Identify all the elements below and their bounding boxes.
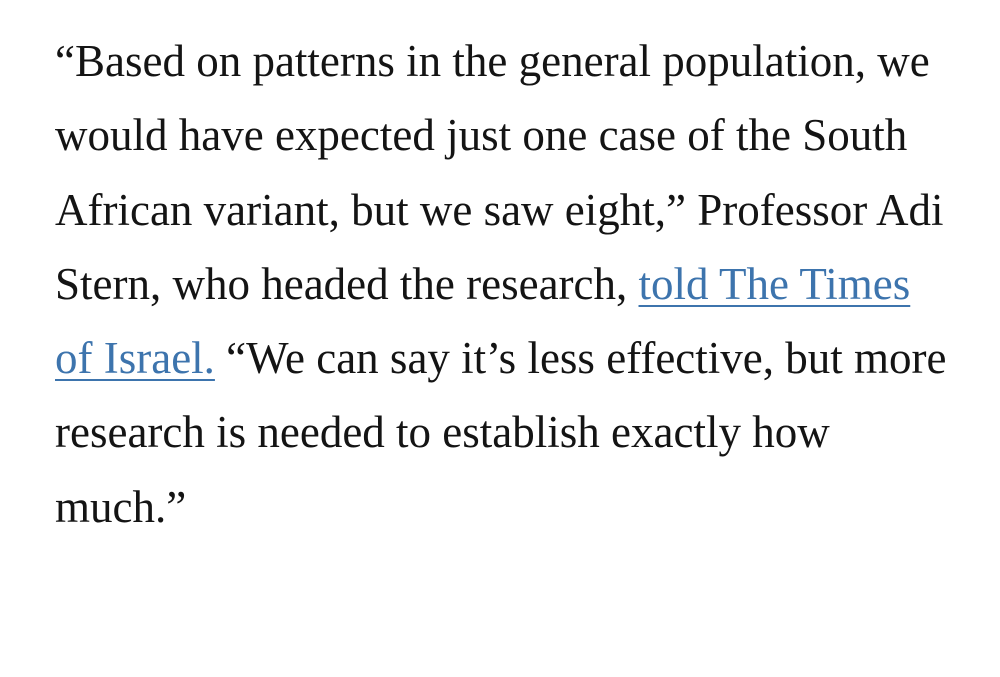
article-link[interactable]: told The Times of Israel. (55, 258, 911, 384)
article-paragraph: “Based on patterns in the general popula… (55, 24, 955, 544)
paragraph-text: “We can say it’s less effective, but mor… (55, 333, 947, 532)
paragraph-text: “Based on patterns in the general popula… (55, 36, 944, 309)
